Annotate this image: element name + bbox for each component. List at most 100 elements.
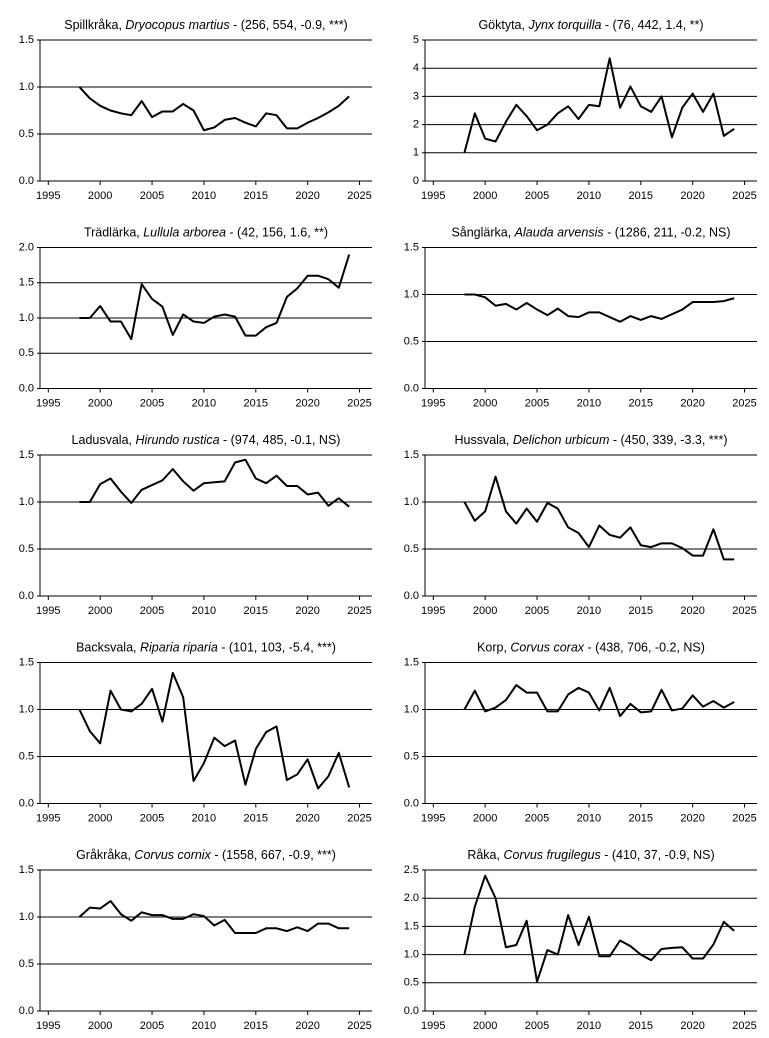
x-tick-label: 1995 — [421, 1020, 445, 1032]
series-line — [463, 57, 735, 154]
x-tick-label: 2010 — [577, 190, 601, 202]
x-tick-label: 2010 — [192, 1020, 216, 1032]
y-tick-label: 1.5 — [404, 920, 419, 932]
x-tick-label: 2005 — [140, 605, 164, 617]
x-tick-label: 2005 — [140, 190, 164, 202]
y-tick-label: 1.0 — [19, 911, 34, 923]
title-part: Corvus corax — [510, 641, 584, 655]
title-part: Jynx torquilla — [527, 18, 601, 32]
chart-title: Råka, Corvus frugilegus - (410, 37, -0.9… — [467, 848, 714, 862]
x-tick-label: 2010 — [577, 397, 601, 409]
y-tick-label: 0.5 — [404, 750, 419, 762]
y-tick-label: 0.5 — [19, 543, 34, 555]
title-part: Riparia riparia — [140, 641, 218, 655]
y-tick-label: 0 — [413, 175, 419, 187]
title-part: Spillkråka, — [64, 18, 125, 32]
x-tick-label: 2020 — [680, 812, 704, 824]
x-tick-label: 2005 — [525, 1020, 549, 1032]
x-tick-label: 2005 — [140, 397, 164, 409]
x-tick-label: 2025 — [732, 397, 756, 409]
chart-title: Sånglärka, Alauda arvensis - (1286, 211,… — [451, 226, 730, 240]
x-tick-label: 2020 — [680, 190, 704, 202]
x-tick-label: 2005 — [140, 1020, 164, 1032]
title-part: Corvus cornix — [134, 848, 211, 862]
y-tick-label: 1.0 — [404, 496, 419, 508]
x-tick-label: 2015 — [244, 812, 268, 824]
y-tick-label: 0.0 — [404, 382, 419, 394]
y-tick-label: 0.0 — [19, 590, 34, 602]
x-tick-label: 2005 — [525, 190, 549, 202]
x-tick-label: 2010 — [192, 812, 216, 824]
x-tick-label: 2010 — [577, 812, 601, 824]
y-tick-label: 2.5 — [404, 864, 419, 876]
y-tick-label: 1.5 — [404, 449, 419, 461]
x-tick-label: 1995 — [421, 397, 445, 409]
title-part: - (76, 442, 1.4, **) — [601, 18, 703, 32]
x-tick-label: 2000 — [88, 812, 112, 824]
series-line — [78, 671, 351, 790]
series-line — [463, 874, 735, 983]
x-tick-label: 1995 — [36, 605, 60, 617]
series-line — [463, 684, 735, 718]
title-part: Råka, — [467, 848, 503, 862]
title-part: Gråkråka, — [76, 848, 134, 862]
y-tick-label: 0.5 — [404, 543, 419, 555]
x-tick-label: 2010 — [192, 190, 216, 202]
x-tick-label: 2000 — [473, 812, 497, 824]
x-tick-label: 1995 — [36, 812, 60, 824]
y-tick-label: 0.5 — [19, 347, 34, 359]
x-tick-label: 2005 — [525, 397, 549, 409]
title-part: - (410, 37, -0.9, NS) — [601, 848, 715, 862]
x-tick-label: 2015 — [629, 397, 653, 409]
y-tick-label: 0.0 — [19, 175, 34, 187]
chart-title: Spillkråka, Dryocopus martius - (256, 55… — [64, 18, 347, 32]
x-tick-label: 1995 — [36, 190, 60, 202]
title-part: Göktyta, — [478, 18, 528, 32]
x-tick-label: 2025 — [732, 605, 756, 617]
y-tick-label: 0.5 — [19, 128, 34, 140]
y-tick-label: 0.5 — [404, 335, 419, 347]
x-tick-label: 2015 — [629, 1020, 653, 1032]
x-tick-label: 2015 — [629, 812, 653, 824]
y-tick-label: 5 — [413, 34, 419, 46]
title-part: - (1286, 211, -0.2, NS) — [604, 226, 731, 240]
x-tick-label: 2000 — [473, 605, 497, 617]
x-tick-label: 2025 — [732, 812, 756, 824]
chart-title: Korp, Corvus corax - (438, 706, -0.2, NS… — [477, 641, 705, 655]
y-tick-label: 1.5 — [19, 34, 34, 46]
y-tick-label: 2.0 — [19, 241, 34, 253]
x-tick-label: 2025 — [347, 1020, 371, 1032]
x-tick-label: 2020 — [295, 1020, 319, 1032]
title-part: Sånglärka, — [451, 226, 514, 240]
x-tick-label: 2020 — [295, 397, 319, 409]
chart-title: Ladusvala, Hirundo rustica - (974, 485, … — [72, 433, 341, 447]
chart-title: Backsvala, Riparia riparia - (101, 103, … — [76, 641, 336, 655]
title-part: - (1558, 667, -0.9, ***) — [211, 848, 336, 862]
x-tick-label: 2015 — [629, 190, 653, 202]
chart-title: Gråkråka, Corvus cornix - (1558, 667, -0… — [76, 848, 336, 862]
title-part: Alauda arvensis — [514, 226, 604, 240]
y-tick-label: 0.0 — [19, 1005, 34, 1017]
title-part: Lullula arborea — [143, 226, 226, 240]
x-tick-label: 2020 — [680, 397, 704, 409]
title-part: Dryocopus martius — [125, 18, 229, 32]
y-tick-label: 1 — [413, 147, 419, 159]
y-tick-label: 0.0 — [404, 797, 419, 809]
x-tick-label: 2020 — [295, 190, 319, 202]
y-tick-label: 2 — [413, 119, 419, 131]
title-part: Hussvala, — [454, 433, 512, 447]
title-part: Korp, — [477, 641, 510, 655]
title-part: Hirundo rustica — [135, 433, 219, 447]
chart-title: Hussvala, Delichon urbicum - (450, 339, … — [454, 433, 727, 447]
x-tick-label: 2005 — [140, 812, 164, 824]
x-tick-label: 2000 — [473, 1020, 497, 1032]
y-tick-label: 0.0 — [404, 590, 419, 602]
y-tick-label: 1.0 — [19, 703, 34, 715]
x-tick-label: 2000 — [473, 397, 497, 409]
x-tick-label: 2010 — [192, 397, 216, 409]
x-tick-label: 2015 — [244, 190, 268, 202]
x-tick-label: 2025 — [732, 1020, 756, 1032]
y-tick-label: 1.0 — [19, 496, 34, 508]
x-tick-label: 2010 — [577, 1020, 601, 1032]
